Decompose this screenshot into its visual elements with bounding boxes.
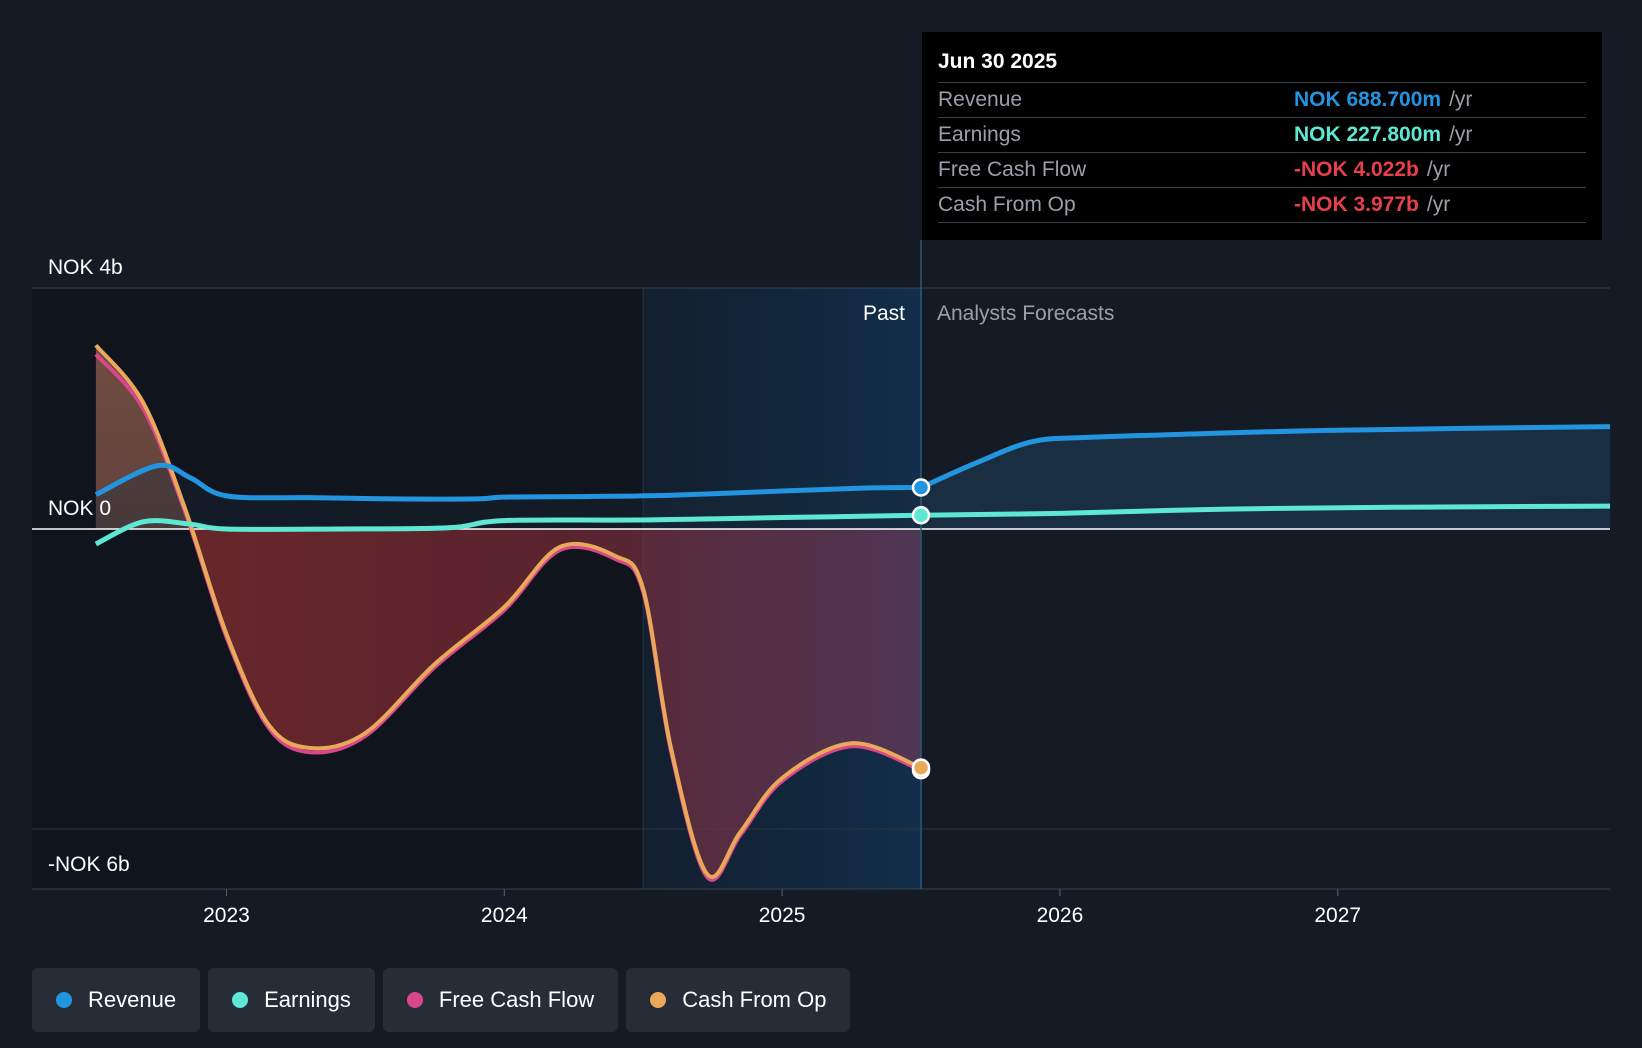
y-tick-label: -NOK 6b (48, 853, 130, 876)
revenue-marker (911, 478, 931, 497)
x-tick-label: 2024 (481, 904, 528, 927)
legend: Revenue Earnings Free Cash Flow Cash Fro… (32, 968, 851, 1032)
cash-flow-positive-area (95, 345, 922, 529)
tooltip-unit: /yr (1426, 158, 1451, 181)
tooltip-value: NOK 227.800m (1294, 123, 1442, 146)
legend-dot-icon (56, 992, 72, 1008)
earnings-forecast-line (920, 503, 1611, 518)
tooltip-label: Cash From Op (938, 193, 1076, 216)
tooltip-value: -NOK 4.022b (1294, 158, 1419, 181)
tooltip-unit: /yr (1449, 88, 1473, 111)
legend-label: Earnings (264, 987, 351, 1012)
legend-label: Revenue (88, 987, 177, 1012)
legend-dot-icon (650, 992, 667, 1008)
legend-label: Cash From Op (682, 987, 827, 1012)
legend-item-revenue[interactable]: Revenue (32, 968, 201, 1032)
x-tick-label: 2025 (759, 904, 806, 927)
tooltip-label: Free Cash Flow (938, 158, 1087, 181)
y-tick-label: NOK 4b (48, 256, 123, 279)
tooltip-unit: /yr (1449, 123, 1473, 146)
tooltip-unit: /yr (1426, 193, 1451, 216)
cash-from-op-marker (911, 758, 931, 777)
earnings-line (94, 512, 922, 547)
legend-item-free-cash-flow[interactable]: Free Cash Flow (382, 968, 619, 1032)
revenue-forecast-area (921, 426, 1610, 529)
x-tick-label: 2023 (203, 904, 250, 927)
x-tick-label: 2027 (1314, 904, 1361, 927)
tooltip: Jun 30 2025 Revenue NOK 688.700m /yr Ear… (922, 32, 1602, 240)
legend-item-cash-from-op[interactable]: Cash From Op (626, 968, 851, 1032)
cash-from-op-line (94, 343, 922, 879)
cash-flow-negative-area (95, 529, 922, 877)
legend-item-earnings[interactable]: Earnings (208, 968, 375, 1032)
tooltip-value: NOK 688.700m (1294, 88, 1442, 111)
legend-label: Free Cash Flow (438, 987, 595, 1012)
tooltip-label: Revenue (938, 88, 1023, 111)
earnings-marker (911, 506, 931, 525)
x-tick-label: 2026 (1037, 904, 1084, 927)
tooltip-label: Earnings (938, 123, 1021, 146)
legend-dot-icon (232, 992, 249, 1008)
revenue-line (94, 462, 922, 502)
legend-dot-icon (406, 992, 423, 1008)
tooltip-row-earnings: Earnings NOK 227.800m /yr (938, 117, 1586, 152)
tooltip-date: Jun 30 2025 (938, 50, 1058, 73)
revenue-forecast-line (919, 424, 1611, 490)
y-tick-label: NOK 0 (48, 497, 111, 520)
past-label: Past (863, 302, 905, 325)
tooltip-value: -NOK 3.977b (1294, 193, 1419, 216)
tooltip-row-cash-from-op: Cash From Op -NOK 3.977b /yr (938, 187, 1586, 223)
forecast-label: Analysts Forecasts (937, 302, 1114, 325)
tooltip-row-revenue: Revenue NOK 688.700m /yr (938, 82, 1586, 117)
tooltip-row-free-cash-flow: Free Cash Flow -NOK 4.022b /yr (938, 152, 1586, 187)
